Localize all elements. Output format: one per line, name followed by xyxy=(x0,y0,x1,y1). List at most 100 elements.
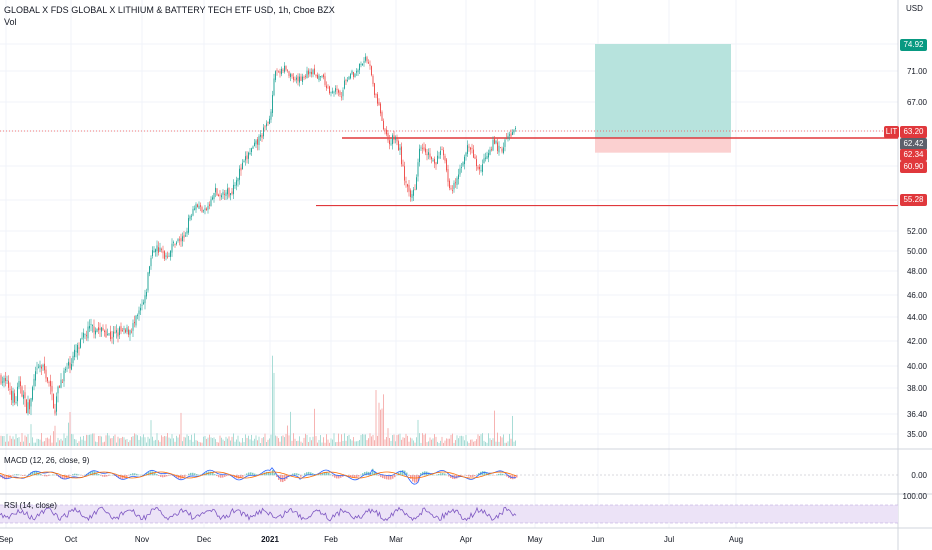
volume-bar xyxy=(275,435,276,446)
volume-bar xyxy=(216,442,218,446)
volume-bar xyxy=(347,436,348,446)
price-tick-label: 48.00 xyxy=(907,267,928,276)
volume-bar xyxy=(321,442,323,446)
macd-histogram-bar xyxy=(146,472,148,476)
volume-bar xyxy=(39,439,41,446)
candle-body xyxy=(434,158,435,164)
candle-body xyxy=(447,169,449,182)
macd-histogram-bar xyxy=(292,473,294,476)
candle-body xyxy=(224,193,225,195)
candle-body xyxy=(200,205,201,207)
candle-body xyxy=(6,380,8,381)
macd-histogram-bar xyxy=(48,475,50,476)
candle-body xyxy=(452,189,453,191)
candle-body xyxy=(180,238,182,242)
macd-histogram-bar xyxy=(384,475,386,479)
volume-bar xyxy=(93,433,95,446)
macd-histogram-bar xyxy=(332,475,334,477)
volume-bar xyxy=(324,442,326,446)
volume-bar xyxy=(153,440,155,446)
volume-bar xyxy=(200,442,201,446)
candle-body xyxy=(2,381,3,383)
volume-bar xyxy=(435,436,437,446)
volume-bar xyxy=(267,439,269,446)
candle-body xyxy=(371,66,372,76)
macd-histogram-bar xyxy=(408,475,410,476)
price-tick-label: 52.00 xyxy=(907,227,928,236)
volume-bar xyxy=(437,441,438,446)
time-tick-label: Aug xyxy=(729,535,743,544)
volume-bar xyxy=(255,435,257,446)
macd-histogram-bar xyxy=(322,472,324,476)
candle-body xyxy=(74,349,75,357)
macd-histogram-bar xyxy=(42,475,44,476)
target-zone xyxy=(595,44,731,139)
volume-bar xyxy=(480,434,482,446)
volume-bar xyxy=(122,436,123,446)
volume-bar xyxy=(510,438,512,446)
candle-body xyxy=(414,189,416,191)
candle-body xyxy=(20,381,21,387)
volume-bar xyxy=(339,441,341,446)
macd-histogram-bar xyxy=(380,475,382,478)
candle-body xyxy=(111,337,113,339)
candle-body xyxy=(302,76,303,82)
candle-body xyxy=(21,386,23,397)
macd-histogram-bar xyxy=(36,471,38,476)
volume-bar xyxy=(449,438,450,446)
macd-histogram-bar xyxy=(114,475,116,476)
candle-body xyxy=(158,247,159,253)
candle-body xyxy=(266,123,267,127)
candle-body xyxy=(173,242,174,243)
volume-bar xyxy=(407,435,408,446)
volume-bar xyxy=(429,437,431,446)
macd-histogram-bar xyxy=(192,472,194,476)
volume-bar xyxy=(14,439,15,446)
candle-body xyxy=(140,307,141,311)
candle-body xyxy=(14,393,15,403)
macd-histogram-bar xyxy=(460,475,462,477)
volume-bar xyxy=(455,440,456,446)
volume-bar xyxy=(326,434,327,446)
macd-histogram-bar xyxy=(210,471,212,476)
volume-bar xyxy=(311,440,312,446)
candle-body xyxy=(378,102,380,106)
macd-histogram-bar xyxy=(220,475,222,478)
macd-histogram-bar xyxy=(98,474,100,476)
macd-histogram-bar xyxy=(490,474,492,476)
volume-bar xyxy=(315,436,317,446)
candle-body xyxy=(308,70,309,75)
volume-bar xyxy=(348,434,350,446)
candle-body xyxy=(44,363,45,371)
volume-bar xyxy=(320,435,321,446)
candle-body xyxy=(477,166,479,169)
candle-body xyxy=(98,327,99,331)
macd-histogram-bar xyxy=(330,474,332,476)
volume-bar xyxy=(485,441,486,446)
volume-bar xyxy=(99,435,101,446)
volume-bar xyxy=(383,394,384,446)
volume-bar xyxy=(363,434,365,446)
candle-body xyxy=(255,140,257,145)
volume-bar xyxy=(54,425,56,446)
volume-bar xyxy=(399,433,401,446)
time-tick-label: Nov xyxy=(135,535,149,544)
time-tick-label: Jul xyxy=(664,535,674,544)
candle-body xyxy=(384,129,386,131)
volume-bar xyxy=(377,435,378,446)
volume-bar xyxy=(227,438,228,446)
macd-histogram-bar xyxy=(390,475,392,480)
volume-bar xyxy=(50,435,51,446)
macd-histogram-bar xyxy=(450,475,452,478)
volume-bar xyxy=(206,438,207,446)
macd-histogram-bar xyxy=(148,471,150,476)
candle-body xyxy=(449,180,450,189)
candle-body xyxy=(245,156,246,161)
candle-body xyxy=(101,327,102,332)
macd-histogram-bar xyxy=(62,475,64,480)
macd-histogram-bar xyxy=(138,474,140,476)
candle-body xyxy=(270,111,272,120)
macd-histogram-bar xyxy=(508,475,510,478)
volume-bar xyxy=(369,433,371,446)
